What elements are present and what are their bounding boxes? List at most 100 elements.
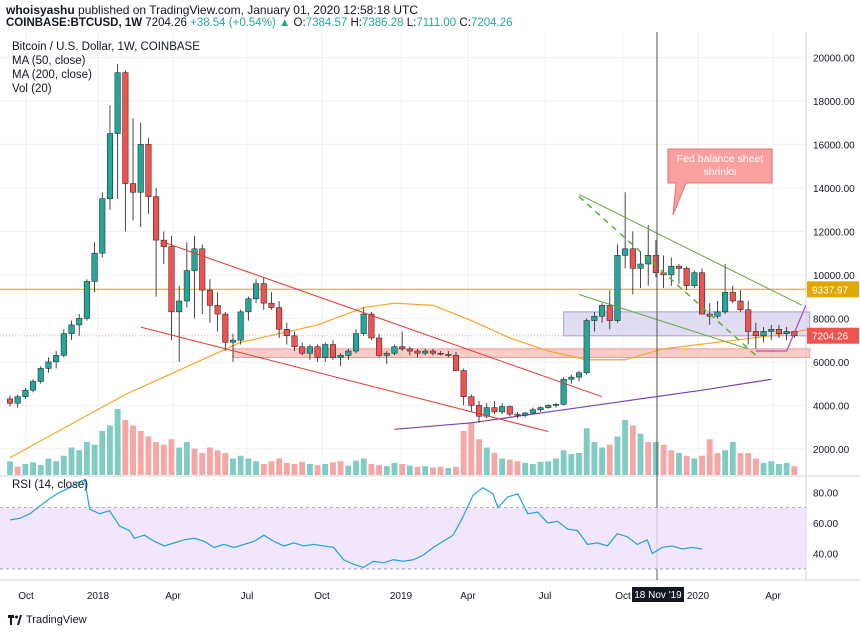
tradingview-brand[interactable]: TradingView — [26, 614, 87, 626]
volume-bar — [599, 447, 605, 475]
volume-bar — [291, 464, 298, 475]
candle — [545, 404, 552, 409]
annotation-text: Fed balance sheet — [677, 153, 763, 165]
publisher-line: whoisyashu published on TradingView.com,… — [6, 3, 418, 17]
legend-rsi-label[interactable]: RSI (14, close) — [12, 479, 89, 491]
y-tick-label: 2000.00 — [813, 445, 850, 456]
volume-bar — [60, 455, 67, 475]
y-tick-label: 12000.00 — [813, 227, 855, 238]
rsi-line — [9, 479, 703, 569]
x-tick-label: Oct — [314, 591, 330, 602]
legend-title: Bitcoin / U.S. Dollar, 1W, COINBASE — [12, 41, 200, 53]
candle — [675, 264, 682, 284]
candle — [353, 329, 360, 354]
y-tick-label: 4000.00 — [813, 401, 850, 412]
volume-bar — [683, 455, 690, 475]
red-trendline — [140, 326, 549, 432]
candle — [783, 327, 790, 341]
volume-bar — [260, 464, 267, 475]
legend-ma50[interactable]: MA (50, close) — [12, 55, 86, 67]
legend-rsi: RSI (14, close) — [12, 478, 88, 492]
volume-bar — [337, 461, 344, 475]
candle — [99, 192, 106, 258]
candle — [683, 266, 690, 291]
price-chart[interactable]: 2000.00 4000.00 6000.00 8000.00 10000.00 1200… — [0, 32, 860, 607]
candle — [399, 331, 406, 352]
volume-bar — [283, 462, 290, 475]
volume-bar — [529, 464, 536, 475]
candle — [37, 366, 44, 384]
candle — [452, 352, 459, 371]
volume-bar — [368, 464, 375, 475]
candle — [130, 118, 137, 221]
candle — [691, 270, 698, 288]
volume-bar — [522, 462, 529, 475]
candle — [468, 394, 475, 412]
candle — [329, 340, 336, 360]
hline-price-box — [807, 281, 859, 298]
candle — [137, 122, 144, 228]
candle — [622, 192, 629, 269]
x-tick-label: 2019 — [390, 591, 413, 602]
candle — [368, 311, 375, 341]
x-tick-label: Apr — [765, 591, 781, 602]
rsi-band — [0, 507, 806, 569]
candle — [14, 394, 21, 408]
volume-bar — [391, 462, 398, 475]
volume-bar — [499, 458, 506, 475]
volume-bar — [222, 453, 229, 475]
candle — [337, 353, 344, 367]
volume-bar — [237, 455, 244, 475]
candle — [245, 296, 252, 321]
candle — [491, 401, 498, 415]
open-value: 7384.57 — [305, 17, 348, 29]
x-tick-label: Oct — [615, 591, 631, 602]
y-tick-label: 20000.00 — [813, 53, 855, 64]
volume-bar — [568, 454, 575, 475]
volume-bar — [99, 431, 106, 475]
candle — [745, 301, 752, 345]
high-label: H: — [350, 17, 362, 29]
high-value: 7386.28 — [361, 17, 404, 29]
legend-ma200[interactable]: MA (200, close) — [12, 69, 92, 81]
volume-bar — [314, 465, 321, 475]
author-name[interactable]: whoisyashu — [6, 3, 75, 17]
candle — [76, 314, 83, 336]
candle — [429, 348, 436, 356]
volume-bar — [606, 444, 613, 475]
candle — [345, 348, 352, 360]
volume-bar — [629, 425, 636, 475]
candle — [191, 235, 198, 319]
candle — [83, 279, 90, 321]
volume-bar — [591, 442, 598, 475]
rsi-tick-label: 40.00 — [813, 550, 838, 561]
green-dashed-trendline — [578, 196, 757, 356]
legend-vol[interactable]: Vol (20) — [12, 83, 52, 95]
candle — [499, 403, 506, 415]
volume-bar — [83, 442, 90, 475]
y-tick-label: 14000.00 — [813, 184, 855, 195]
y-tick-label: 16000.00 — [813, 140, 855, 151]
volume-bar — [614, 436, 621, 475]
candle — [437, 351, 444, 356]
volume-bar — [491, 453, 498, 475]
ma200-line — [394, 378, 772, 430]
y-tick-label: 10000.00 — [813, 271, 855, 282]
volume-bar — [107, 425, 113, 475]
volume-bar — [22, 464, 29, 475]
x-tick-label: 2020 — [687, 591, 710, 602]
candle — [529, 407, 536, 415]
candle — [68, 320, 75, 341]
symbol-label: COINBASE:BTCUSD, 1W — [6, 17, 143, 29]
low-label: L: — [406, 17, 417, 29]
crosshair-date-label: 18 Nov '19 — [634, 590, 682, 601]
volume-bar — [776, 464, 782, 475]
volume-bar — [53, 461, 60, 475]
annotation-text: shrinks — [703, 166, 736, 178]
candle — [614, 244, 621, 323]
candle — [414, 348, 421, 358]
y-tick-label: 8000.00 — [813, 314, 850, 325]
candle — [229, 333, 237, 362]
volume-bar — [760, 462, 767, 475]
volume-bar — [183, 442, 190, 475]
